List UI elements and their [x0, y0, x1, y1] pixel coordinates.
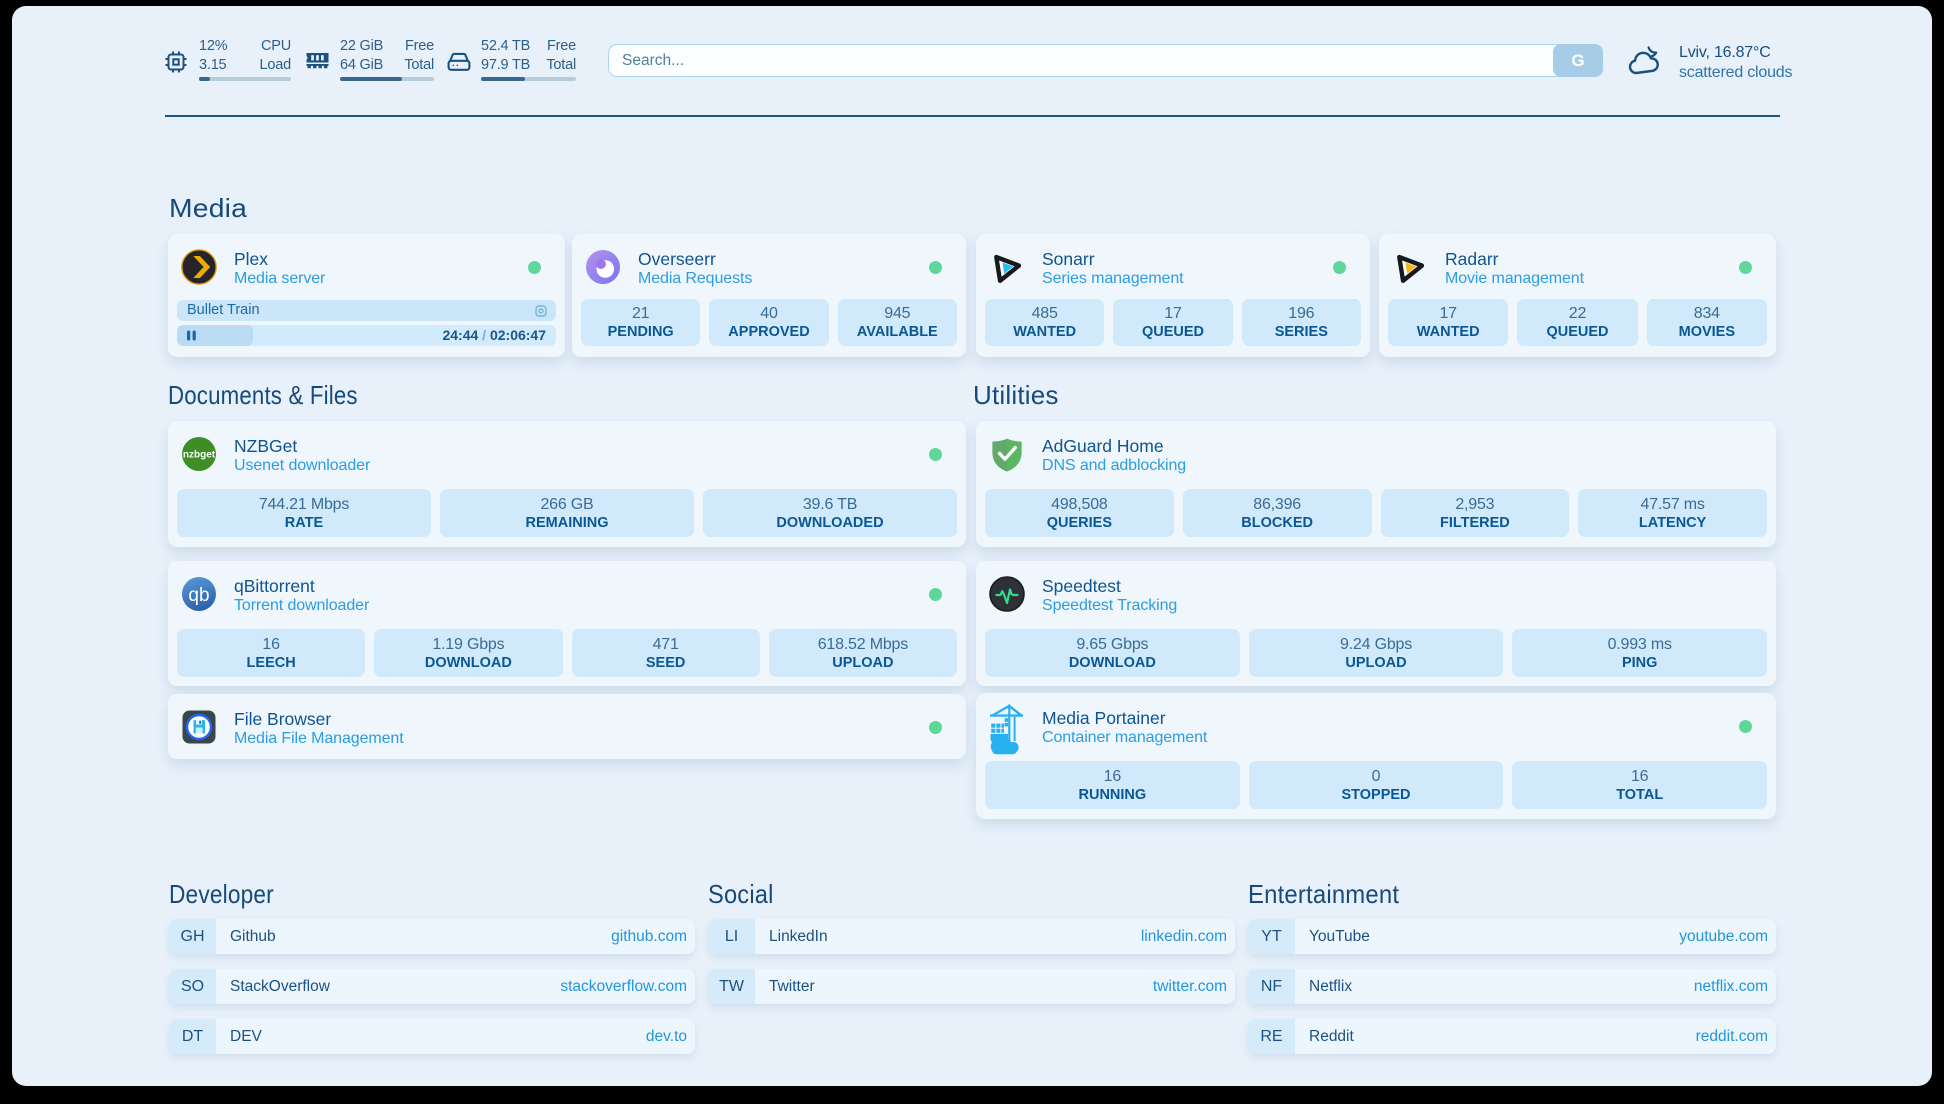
svg-text:qb: qb [188, 585, 209, 606]
svg-text:nzbget: nzbget [183, 450, 216, 461]
